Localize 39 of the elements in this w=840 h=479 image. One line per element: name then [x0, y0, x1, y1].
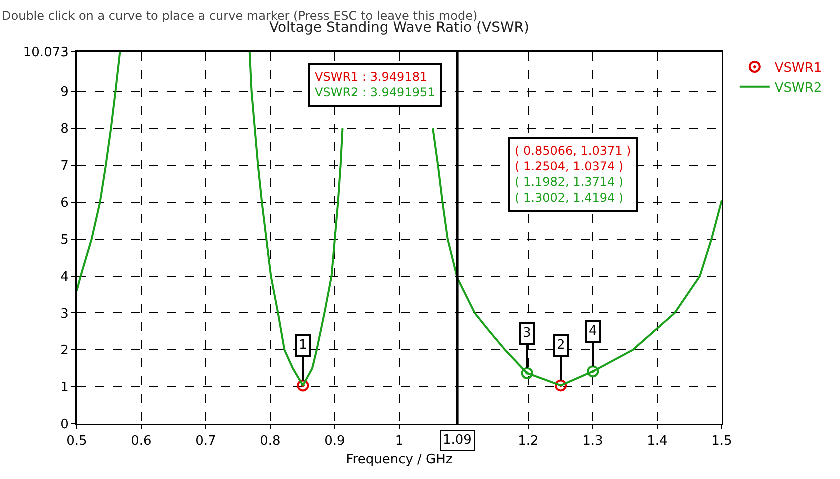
- annotation: ( 1.3002, 1.4194 ): [515, 190, 624, 205]
- y-tick-label: 6: [60, 196, 69, 211]
- ref-line-label: 1.09: [443, 433, 472, 448]
- annotation: 2: [557, 338, 566, 353]
- y-tick-label: 9: [60, 85, 69, 100]
- annotation: VSWR2 : 3.9491951: [315, 86, 436, 100]
- x-tick-label: 1.4: [647, 434, 668, 450]
- y-tick-label: 0: [60, 418, 69, 433]
- point: [297, 380, 310, 392]
- annotation: VSWR1 : 3.949181: [315, 70, 428, 84]
- annotation: 1: [299, 338, 308, 353]
- point: [587, 366, 600, 378]
- x-tick-label: 1: [395, 434, 404, 450]
- point: [555, 380, 568, 392]
- y-tick-label: 2: [60, 344, 69, 359]
- x-tick-label: 0.5: [66, 434, 88, 450]
- y-tick-label: 7: [60, 159, 69, 174]
- x-tick-label: 1.3: [582, 434, 604, 450]
- y-tick-label: 4: [60, 270, 69, 285]
- annotation: 4: [589, 324, 598, 339]
- legend-label: VSWR2: [774, 80, 822, 96]
- x-tick-label: 1.2: [518, 434, 539, 450]
- y-tick-label: 3: [60, 306, 69, 322]
- x-tick-label: 0.8: [260, 434, 281, 450]
- annotation: ( 0.85066, 1.0371 ): [515, 144, 632, 158]
- point: [521, 367, 534, 380]
- y-tick-label: 1: [60, 380, 69, 396]
- y-tick-label: 10.073: [23, 46, 69, 61]
- x-axis-title: Frequency / GHz: [346, 452, 453, 468]
- y-tick-label: 8: [60, 122, 69, 138]
- legend-label: VSWR1: [774, 61, 822, 76]
- y-tick-label: 5: [60, 232, 69, 248]
- x-tick-label: 0.6: [131, 434, 152, 450]
- annotation: ( 1.2504, 1.0374 ): [515, 160, 624, 174]
- annotation: ( 1.1982, 1.3714 ): [515, 175, 624, 190]
- x-tick-label: 0.9: [324, 434, 346, 450]
- annotation: 3: [523, 326, 532, 341]
- x-tick-label: 1.5: [712, 434, 732, 450]
- x-tick-label: 0.7: [196, 434, 216, 450]
